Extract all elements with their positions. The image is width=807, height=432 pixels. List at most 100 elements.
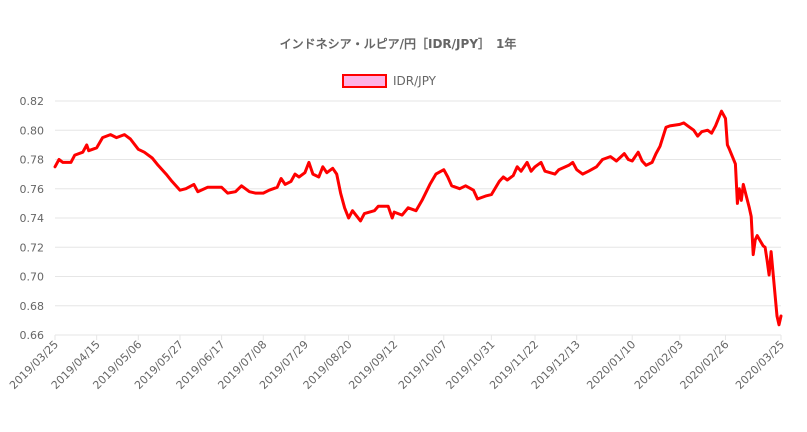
data-point[interactable] [601,158,604,161]
data-point[interactable] [472,189,475,191]
data-point[interactable] [778,324,780,326]
data-point[interactable] [581,173,584,175]
data-point[interactable] [714,125,717,127]
data-point[interactable] [391,217,394,219]
data-point[interactable] [429,183,431,186]
legend[interactable]: IDR/JPY [342,74,437,88]
data-point[interactable] [659,145,661,148]
data-point[interactable] [308,161,310,164]
data-point[interactable] [742,183,745,186]
data-point[interactable] [335,173,338,175]
data-point[interactable] [738,187,741,190]
data-point[interactable] [530,170,532,172]
data-point[interactable] [109,133,112,136]
data-point[interactable] [359,220,362,222]
data-point[interactable] [609,155,612,158]
data-point[interactable] [615,160,618,162]
data-point[interactable] [322,166,324,168]
data-point[interactable] [764,246,766,249]
data-point[interactable] [268,189,271,191]
data-point[interactable] [728,148,731,151]
data-point[interactable] [490,193,493,196]
data-point[interactable] [568,164,570,167]
data-point[interactable] [254,192,257,194]
data-point[interactable] [766,259,768,262]
data-point[interactable] [752,253,754,256]
data-point[interactable] [558,168,560,171]
data-point[interactable] [197,190,199,193]
data-point[interactable] [587,170,590,172]
data-point[interactable] [706,129,709,131]
data-point[interactable] [683,122,685,124]
data-point[interactable] [637,151,639,153]
data-point[interactable] [377,205,380,208]
data-point[interactable] [226,192,229,194]
data-point[interactable] [740,199,743,202]
data-point[interactable] [720,110,723,112]
data-point[interactable] [393,211,396,213]
data-point[interactable] [407,207,409,209]
data-point[interactable] [85,144,88,146]
data-point[interactable] [87,149,90,152]
data-point[interactable] [443,168,445,171]
data-point[interactable] [447,176,449,178]
data-point[interactable] [276,186,279,189]
data-point[interactable] [318,176,320,178]
data-point[interactable] [143,151,146,153]
data-point[interactable] [185,187,187,190]
data-point[interactable] [331,167,334,170]
data-point[interactable] [240,185,243,187]
data-point[interactable] [343,207,346,209]
data-point[interactable] [339,192,342,194]
data-point[interactable] [450,185,453,187]
data-point[interactable] [498,180,501,183]
data-point[interactable] [575,168,578,171]
data-point[interactable] [123,133,126,136]
data-point[interactable] [655,152,657,155]
data-point[interactable] [669,125,671,127]
data-point[interactable] [137,148,140,151]
data-point[interactable] [756,234,758,237]
data-point[interactable] [82,151,84,153]
data-point[interactable] [736,202,739,205]
data-point[interactable] [623,152,626,155]
data-point[interactable] [70,161,72,164]
data-point[interactable] [298,176,300,178]
data-point[interactable] [326,171,328,174]
data-point[interactable] [520,170,522,172]
data-point[interactable] [62,161,64,164]
data-point[interactable] [129,138,132,140]
data-point[interactable] [351,209,354,212]
data-point[interactable] [710,132,713,134]
data-point[interactable] [312,173,314,175]
data-point[interactable] [294,173,296,175]
data-point[interactable] [544,170,546,172]
data-point[interactable] [95,147,98,149]
data-point[interactable] [696,135,699,137]
data-point[interactable] [484,195,487,197]
data-point[interactable] [692,129,695,131]
data-point[interactable] [54,166,56,168]
data-point[interactable] [770,250,772,253]
data-point[interactable] [234,190,237,193]
data-point[interactable] [262,192,265,194]
data-point[interactable] [776,315,778,317]
data-point[interactable] [526,161,528,164]
data-point[interactable] [401,214,403,216]
data-point[interactable] [665,126,667,129]
data-point[interactable] [679,123,681,126]
data-point[interactable] [540,161,542,164]
data-point[interactable] [645,164,647,167]
data-point[interactable] [58,158,60,161]
data-point[interactable] [476,198,479,200]
data-point[interactable] [641,160,643,162]
data-point[interactable] [387,205,390,208]
data-point[interactable] [750,215,752,218]
data-point[interactable] [762,245,764,247]
data-point[interactable] [687,125,689,127]
data-point[interactable] [627,158,630,161]
data-point[interactable] [512,174,514,177]
data-point[interactable] [506,179,509,181]
data-point[interactable] [516,166,518,168]
data-point[interactable] [651,161,653,164]
